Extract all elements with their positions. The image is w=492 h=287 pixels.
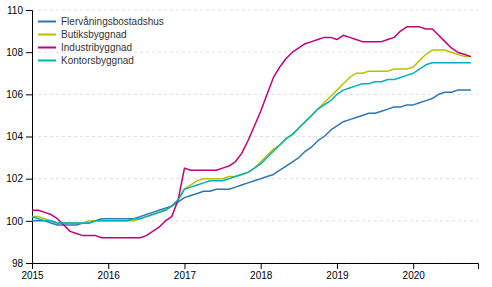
legend-label: Butiksbyggnad (61, 29, 127, 40)
y-tick-mark (26, 52, 32, 53)
x-tick-mark (337, 263, 338, 269)
series-line (32, 27, 470, 238)
x-tick-mark (413, 263, 414, 269)
x-tick-label: 2018 (250, 270, 273, 281)
y-tick-mark (26, 94, 32, 95)
legend-swatch (38, 21, 56, 23)
y-tick-label: 110 (7, 5, 23, 16)
y-tick: 106 (6, 89, 32, 100)
y-tick-label: 98 (12, 258, 24, 269)
x-tick-mark (108, 263, 109, 269)
grid (32, 10, 478, 263)
legend-swatch (38, 34, 56, 36)
y-axis-line (26, 11, 33, 264)
x-tick-label: 2015 (21, 270, 44, 281)
legend-label: Flervåningsbostadshus (61, 16, 164, 27)
legend-swatch (38, 47, 56, 49)
grid-line (32, 136, 478, 137)
legend-label: Industribyggnad (61, 42, 132, 53)
series-line (32, 63, 470, 223)
y-tick-mark (26, 10, 32, 11)
y-tick-label: 106 (6, 89, 23, 100)
grid-line (32, 178, 478, 179)
y-tick-label: 108 (6, 47, 23, 58)
x-tick-label: 2019 (326, 270, 349, 281)
x-tick: 2017 (174, 263, 197, 281)
x-axis-line (33, 264, 479, 270)
x-tick: 2020 (403, 263, 426, 281)
y-tick-mark (26, 179, 32, 180)
x-tick-mark (261, 263, 262, 269)
y-tick: 102 (6, 173, 32, 184)
x-tick: 2019 (326, 263, 349, 281)
y-tick-mark (26, 221, 32, 222)
x-tick-label: 2020 (403, 270, 426, 281)
series-line (32, 90, 470, 225)
y-tick-label: 102 (6, 173, 23, 184)
y-tick-mark (26, 137, 32, 138)
y-axis: 98 100 102 104 106 108 110 (6, 5, 32, 269)
y-tick: 104 (6, 131, 32, 142)
y-tick: 110 (7, 5, 32, 16)
x-tick: 2015 (21, 263, 44, 281)
legend-label: Kontorsbyggnad (61, 55, 134, 66)
y-tick-mark (26, 263, 32, 264)
plot-area (32, 27, 470, 238)
legend: Flervåningsbostadshus Butiksbyggnad Indust… (38, 16, 164, 66)
chart: 2015 2016 2017 2018 2019 2020 98 100 102 104 106 10… (0, 0, 492, 287)
series-line (32, 50, 470, 223)
y-tick: 98 (12, 258, 32, 269)
y-tick: 108 (6, 47, 32, 58)
x-tick-mark (184, 263, 185, 269)
legend-item: Industribyggnad (38, 42, 132, 53)
x-tick-label: 2016 (98, 270, 121, 281)
grid-line (32, 94, 478, 95)
legend-item: Butiksbyggnad (38, 29, 127, 40)
y-tick: 100 (6, 216, 32, 227)
legend-swatch (38, 60, 56, 62)
x-tick-label: 2017 (174, 270, 197, 281)
y-tick-label: 100 (6, 216, 23, 227)
legend-item: Flervåningsbostadshus (38, 16, 164, 27)
x-tick: 2018 (250, 263, 273, 281)
x-tick: 2016 (98, 263, 121, 281)
y-tick-label: 104 (6, 131, 23, 142)
grid-line (32, 10, 478, 11)
x-axis: 2015 2016 2017 2018 2019 2020 (21, 263, 478, 281)
legend-item: Kontorsbyggnad (38, 55, 134, 66)
